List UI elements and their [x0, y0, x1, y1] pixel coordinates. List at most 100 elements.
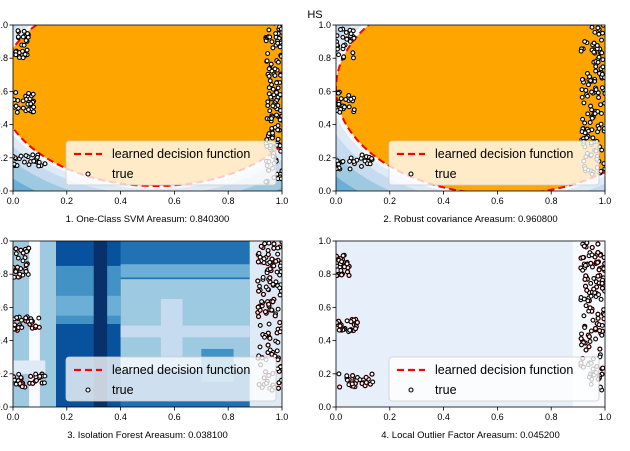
true-point: [590, 135, 596, 141]
true-point: [271, 245, 277, 251]
true-point: [363, 380, 369, 385]
true-point: [263, 284, 269, 290]
true-point: [267, 347, 273, 353]
y-tick-label: 0.6: [318, 86, 331, 96]
x-tick-label: 0.2: [384, 412, 397, 422]
true-point: [277, 92, 282, 98]
y-tick-label: 0.8: [0, 53, 8, 63]
true-point: [338, 96, 344, 102]
legend-box: [65, 140, 277, 186]
true-point: [587, 339, 593, 344]
x-tick-label: 1.0: [276, 196, 289, 206]
true-point: [23, 315, 29, 321]
true-point: [267, 275, 273, 281]
true-point: [582, 276, 588, 282]
true-point: [266, 321, 272, 327]
true-point: [28, 101, 34, 107]
true-point: [275, 306, 281, 312]
true-point: [601, 266, 605, 272]
true-point: [596, 95, 602, 100]
true-point: [579, 331, 584, 337]
true-point: [13, 251, 19, 257]
true-point: [24, 47, 30, 53]
true-point: [595, 273, 601, 279]
true-point: [13, 90, 19, 95]
true-point: [583, 347, 589, 353]
true-point: [593, 326, 598, 331]
true-point: [268, 61, 274, 67]
true-point: [22, 255, 28, 261]
x-tick-label: 0.4: [114, 196, 127, 206]
panel-4: 0.0 0.2 0.4 0.6 0.8 1.0 0.0 0.2 0.4 0.6 0.8 1.0 4. L…: [318, 236, 611, 441]
true-point: [336, 90, 341, 96]
true-point: [349, 381, 355, 387]
true-point: [266, 73, 272, 79]
true-point: [589, 115, 595, 121]
legend-box: [388, 356, 600, 402]
true-point: [277, 292, 282, 298]
true-point: [583, 87, 589, 93]
true-point: [601, 255, 605, 260]
true-point: [279, 241, 282, 245]
true-point: [33, 371, 39, 377]
true-point: [585, 82, 591, 88]
x-tick-label: 0.0: [330, 412, 343, 422]
true-point: [272, 313, 278, 319]
true-point: [337, 109, 343, 115]
true-point: [341, 54, 347, 60]
true-point: [269, 39, 275, 45]
true-point: [599, 85, 605, 91]
true-point: [266, 27, 272, 33]
true-point: [13, 326, 17, 332]
true-point: [275, 85, 281, 91]
true-point: [587, 74, 592, 80]
true-point: [579, 77, 585, 82]
true-point: [23, 268, 29, 274]
true-point: [256, 288, 262, 294]
true-point: [265, 103, 271, 108]
true-point: [258, 243, 264, 249]
true-point: [13, 103, 19, 109]
x-tick-label: 0.6: [491, 412, 504, 422]
true-point: [275, 245, 281, 251]
true-point: [359, 152, 365, 158]
true-point: [370, 379, 376, 385]
true-point: [20, 48, 25, 54]
true-point: [23, 38, 29, 43]
true-point: [601, 312, 605, 318]
true-point: [265, 248, 271, 253]
true-point: [336, 161, 341, 167]
true-point: [594, 43, 600, 48]
true-point: [271, 263, 277, 269]
x-tick-label: 0.8: [545, 196, 558, 206]
true-point: [274, 80, 280, 86]
true-point: [270, 130, 275, 136]
true-point: [588, 293, 594, 299]
true-point: [26, 90, 32, 96]
true-point: [262, 309, 268, 315]
x-tick-label: 0.2: [61, 412, 74, 422]
true-point: [341, 43, 346, 49]
contour-level: [120, 264, 250, 278]
true-point: [277, 320, 282, 325]
true-point: [256, 314, 261, 319]
true-point: [598, 296, 604, 302]
true-point: [257, 344, 263, 350]
true-point: [585, 298, 591, 304]
true-point: [20, 98, 26, 104]
panel-1: 0.0 0.2 0.4 0.6 0.8 1.0 0.0 0.2 0.4 0.6 0.8 1.0 1. O…: [0, 20, 289, 225]
true-point: [346, 92, 352, 98]
true-point: [21, 28, 27, 34]
true-point: [267, 335, 273, 341]
true-point: [262, 334, 267, 340]
true-point: [599, 332, 605, 338]
true-point: [581, 313, 587, 319]
true-point: [588, 328, 594, 334]
y-tick-label: 0.0: [0, 186, 8, 196]
true-point: [23, 153, 29, 158]
true-point: [596, 126, 602, 131]
legend-box: [388, 140, 600, 186]
true-point: [600, 57, 605, 63]
decision-boundary: [13, 25, 282, 187]
